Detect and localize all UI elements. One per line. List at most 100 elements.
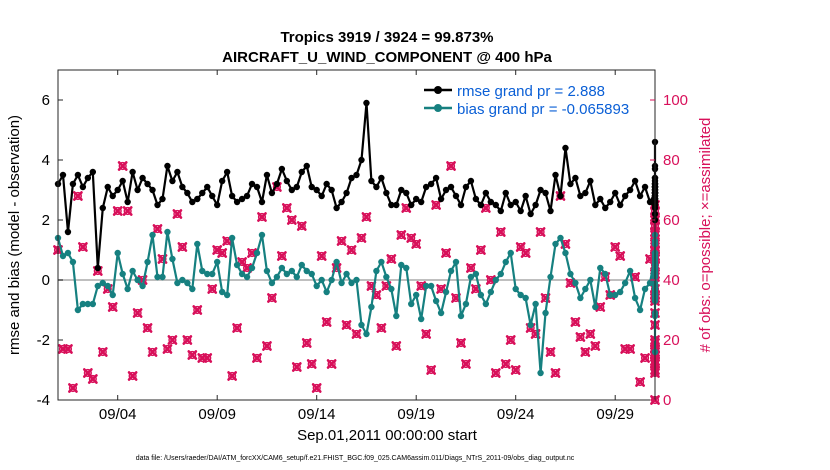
obs-assimilated-point bbox=[267, 293, 277, 303]
obs-possible-point bbox=[511, 365, 520, 375]
rmse-point bbox=[348, 174, 355, 182]
obs-assimilated-point bbox=[431, 200, 441, 210]
obs-assimilated-point bbox=[202, 353, 213, 363]
obs-possible-point bbox=[456, 338, 466, 348]
obs-possible-point bbox=[461, 359, 471, 369]
rmse-point bbox=[89, 168, 97, 176]
bias-point bbox=[89, 300, 97, 308]
obs-possible-point bbox=[392, 341, 401, 351]
obs-possible-point bbox=[496, 227, 505, 237]
obs-assimilated-point bbox=[63, 344, 73, 354]
obs-assimilated-point bbox=[625, 344, 636, 354]
rmse-point bbox=[477, 201, 485, 209]
bias-point bbox=[472, 270, 480, 278]
rmse-point bbox=[582, 189, 589, 197]
rmse-point bbox=[253, 183, 261, 191]
bias-point bbox=[422, 282, 430, 290]
rmse-point bbox=[398, 186, 405, 194]
rmse-point bbox=[209, 192, 216, 200]
obs-possible-point bbox=[282, 203, 291, 213]
rmse-point bbox=[109, 192, 116, 200]
obs-assimilated-point bbox=[466, 263, 476, 273]
bias-point bbox=[99, 279, 106, 287]
obs-assimilated-point bbox=[535, 227, 546, 237]
bias-point bbox=[69, 258, 77, 266]
obs-possible-point bbox=[476, 245, 485, 255]
obs-assimilated-point bbox=[127, 371, 138, 381]
obs-assimilated-point bbox=[475, 245, 486, 255]
bias-point bbox=[94, 282, 102, 290]
rmse-point bbox=[522, 192, 529, 200]
bias-point bbox=[607, 291, 614, 299]
bias-point bbox=[552, 240, 559, 248]
rmse-point bbox=[537, 186, 544, 194]
y-tick-label-right-3: 60 bbox=[663, 212, 680, 229]
bias-point bbox=[84, 300, 92, 308]
bias-point bbox=[288, 267, 296, 275]
rmse-point bbox=[368, 177, 375, 185]
rmse-point bbox=[258, 198, 266, 206]
bias-point bbox=[258, 231, 266, 239]
rmse-point bbox=[124, 198, 131, 206]
obs-possible-point bbox=[591, 341, 600, 351]
rmse-point bbox=[497, 207, 504, 215]
rmse-point bbox=[492, 201, 499, 209]
bias-point bbox=[413, 291, 420, 299]
obs-assimilated-point bbox=[311, 383, 322, 393]
obs-possible-point bbox=[98, 347, 107, 357]
y-tick-label-right-2: 40 bbox=[663, 272, 680, 289]
obs-assimilated-point bbox=[192, 305, 203, 315]
bias-point bbox=[179, 276, 186, 284]
y-tick-label-left-5: 6 bbox=[42, 92, 50, 109]
bias-point bbox=[209, 270, 216, 278]
rmse-point bbox=[403, 189, 410, 197]
bias-point bbox=[64, 249, 72, 257]
obs-possible-point bbox=[123, 206, 132, 216]
bias-point bbox=[114, 249, 121, 257]
rmse-point bbox=[427, 180, 435, 188]
obs-assimilated-point bbox=[580, 347, 591, 357]
obs-possible-point bbox=[163, 344, 172, 354]
obs-assimilated-point bbox=[640, 353, 650, 363]
bias-point bbox=[253, 249, 261, 257]
y-tick-label-right-5: 100 bbox=[663, 92, 688, 109]
obs-assimilated-point bbox=[107, 302, 118, 312]
rmse-point bbox=[646, 198, 654, 206]
rmse-point bbox=[328, 186, 335, 194]
bias-point bbox=[144, 258, 151, 266]
obs-assimilated-point bbox=[73, 191, 83, 201]
obs-possible-point bbox=[302, 338, 311, 348]
rmse-point bbox=[631, 177, 639, 185]
bias-point bbox=[492, 276, 499, 284]
rmse-point bbox=[79, 183, 87, 191]
obs-possible-point bbox=[432, 200, 441, 210]
obs-possible-point bbox=[551, 368, 560, 378]
bias-point bbox=[577, 294, 584, 302]
rmse-point bbox=[621, 192, 629, 200]
obs-possible-point bbox=[342, 320, 351, 330]
obs-assimilated-point bbox=[510, 365, 521, 375]
bias-point bbox=[328, 276, 335, 284]
obs-assimilated-point bbox=[615, 251, 626, 261]
rmse-point bbox=[363, 99, 370, 107]
obs-possible-point bbox=[635, 377, 645, 387]
obs-assimilated-point bbox=[396, 230, 407, 240]
legend-bias-marker bbox=[434, 104, 442, 112]
bias-point bbox=[149, 231, 156, 239]
bias-point bbox=[547, 273, 554, 281]
y-axis-right: 0 20 40 60 80 100 bbox=[650, 92, 688, 409]
bias-point bbox=[283, 270, 291, 278]
obs-assimilated-point bbox=[142, 323, 153, 333]
rmse-point bbox=[378, 174, 385, 182]
bias-point bbox=[572, 279, 579, 287]
obs-possible-point bbox=[531, 329, 540, 339]
obs-possible-point bbox=[357, 233, 366, 243]
obs-assimilated-point bbox=[461, 359, 471, 369]
bias-point bbox=[174, 279, 181, 287]
obs-assimilated-point bbox=[291, 362, 302, 372]
rmse-point bbox=[74, 171, 82, 179]
rmse-point bbox=[641, 183, 649, 191]
obs-assimilated-point bbox=[411, 239, 422, 249]
bias-point bbox=[562, 249, 569, 257]
bias-point bbox=[592, 303, 599, 311]
